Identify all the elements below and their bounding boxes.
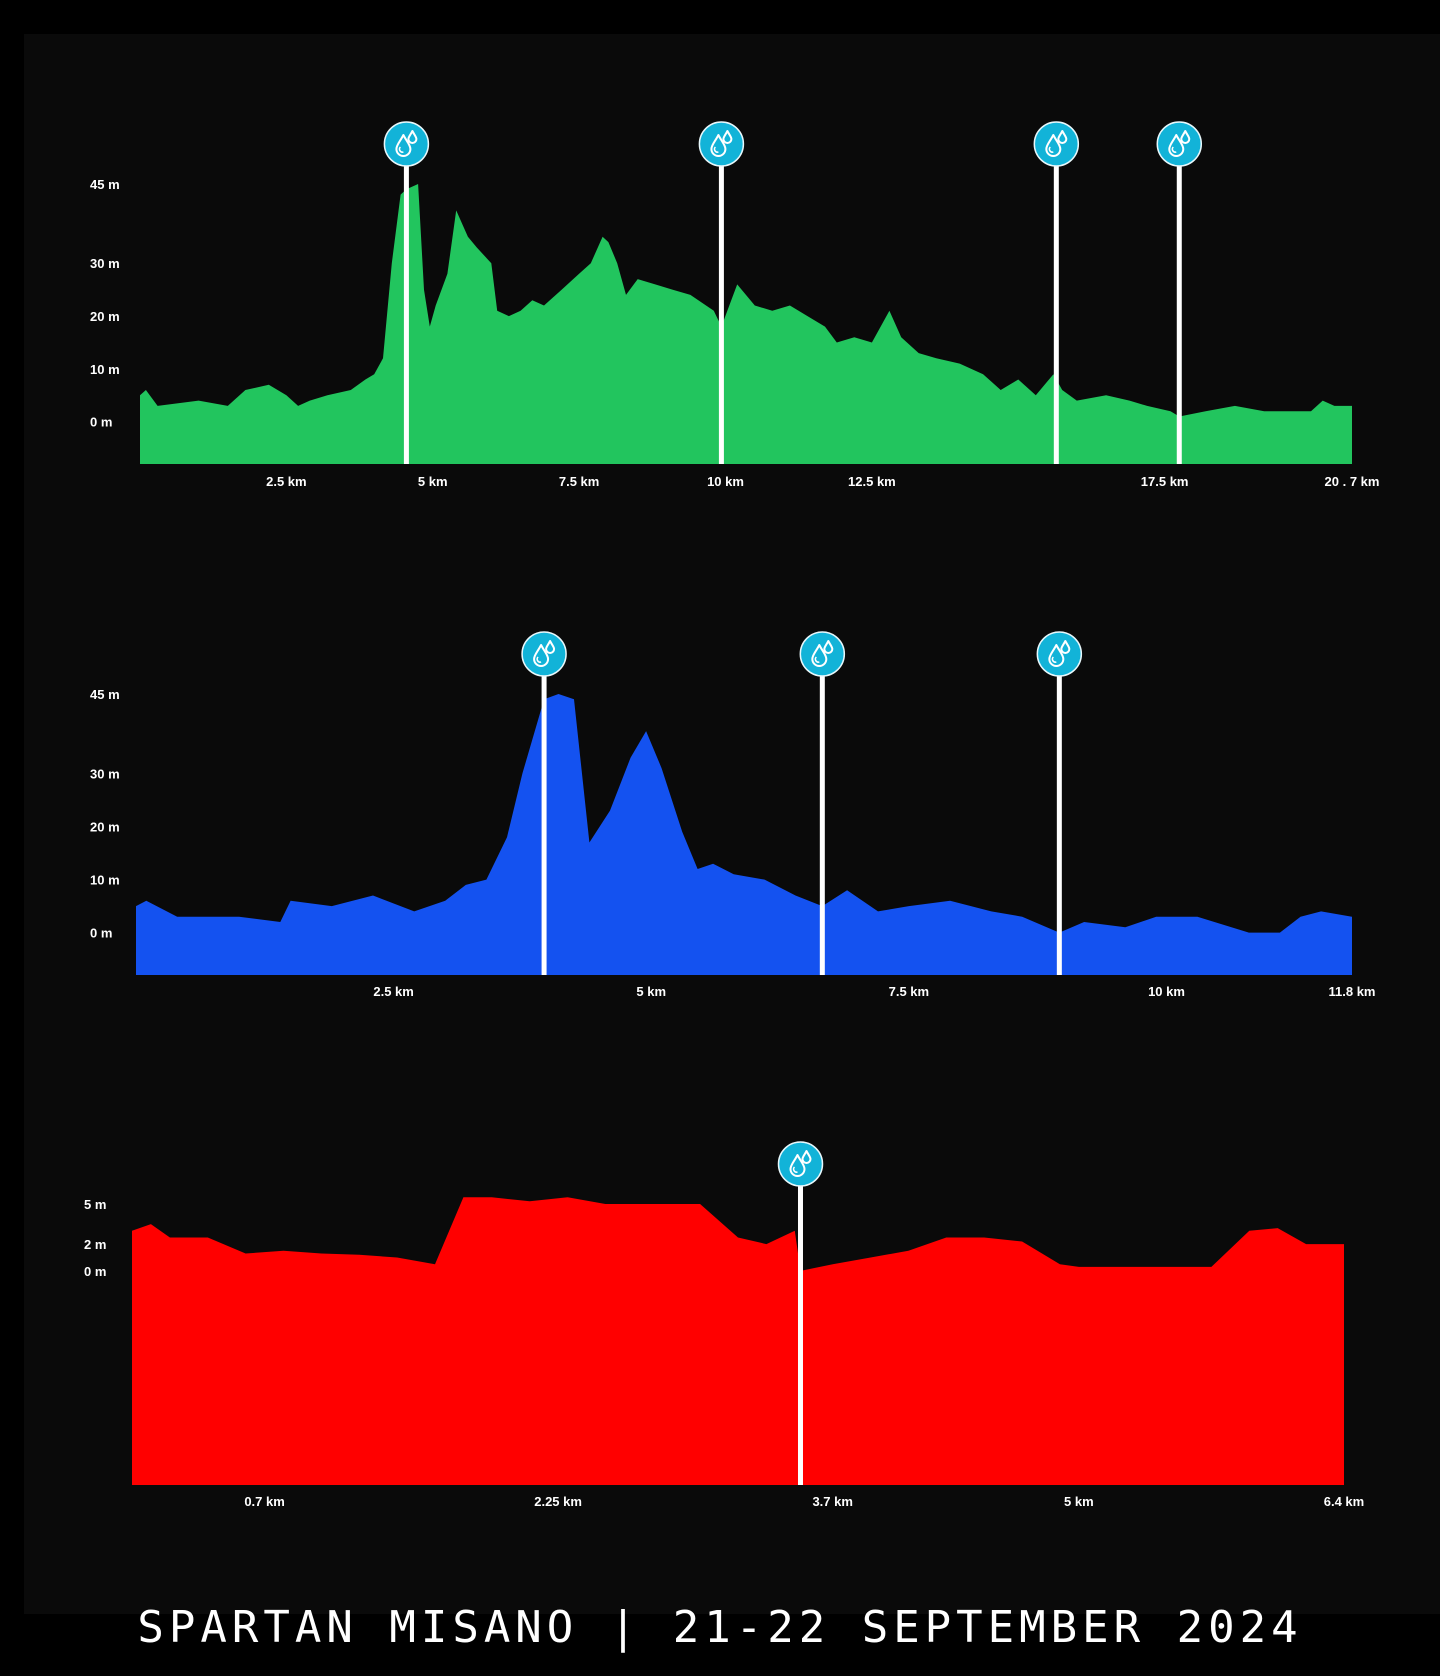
- y-tick-label: 45 m: [90, 177, 120, 192]
- x-tick-label: 20 . 7 km: [1325, 474, 1380, 489]
- x-tick-label: 5 km: [1064, 1494, 1094, 1509]
- water-station-marker: [1033, 121, 1080, 464]
- y-tick-label: 30 m: [90, 256, 120, 271]
- y-tick-label: 30 m: [90, 767, 120, 782]
- water-station-marker: [521, 631, 567, 975]
- water-station-marker: [777, 1141, 824, 1485]
- water-station-marker: [1156, 121, 1203, 464]
- water-drop-icon: [710, 130, 733, 157]
- x-tick-label: 0.7 km: [244, 1494, 284, 1509]
- elevation-chart-2: 45 m 30 m 20 m 10 m 0 m 2.5 km 5 km 7.5 km 10 km…: [90, 631, 1376, 999]
- y-tick-label: 45 m: [90, 687, 120, 702]
- y-tick-label: 0 m: [90, 415, 112, 430]
- x-tick-label: 10 km: [707, 474, 744, 489]
- elevation-area: [140, 184, 1352, 464]
- water-station-circle: [521, 631, 567, 677]
- water-station-marker: [799, 631, 846, 975]
- water-drop-icon: [395, 130, 418, 157]
- x-tick-label: 17.5 km: [1141, 474, 1189, 489]
- water-drop-icon: [1168, 130, 1191, 157]
- elevation-area: [136, 694, 1352, 975]
- water-drop-icon: [533, 640, 556, 667]
- water-station-circle: [1033, 121, 1080, 167]
- water-station-marker: [383, 121, 430, 464]
- water-drop-icon: [811, 640, 834, 667]
- y-tick-label: 10 m: [90, 873, 120, 888]
- water-station-circle: [698, 121, 745, 167]
- elevation-chart-3: 5 m 2 m 0 m 0.7 km 2.25 km 3.7 km 5 km 6.4 km: [84, 1141, 1364, 1509]
- y-tick-label: 10 m: [90, 362, 120, 377]
- water-station-circle: [1036, 631, 1083, 677]
- elevation-area: [132, 1197, 1344, 1485]
- x-tick-label: 2.25 km: [534, 1494, 582, 1509]
- water-station-marker: [698, 121, 745, 464]
- x-tick-label: 6.4 km: [1324, 1494, 1364, 1509]
- x-tick-label: 12.5 km: [848, 474, 896, 489]
- y-tick-label: 5 m: [84, 1197, 106, 1212]
- x-tick-label: 7.5 km: [889, 984, 929, 999]
- event-title: SPARTAN MISANO | 21-22 SEPTEMBER 2024: [137, 1602, 1303, 1653]
- water-station-circle: [1156, 121, 1203, 167]
- water-station-marker: [1036, 631, 1083, 975]
- y-tick-label: 20 m: [90, 309, 120, 324]
- x-tick-label: 2.5 km: [266, 474, 306, 489]
- y-tick-label: 0 m: [84, 1264, 106, 1279]
- y-tick-label: 2 m: [84, 1237, 106, 1252]
- x-tick-label: 5 km: [418, 474, 448, 489]
- x-tick-label: 2.5 km: [373, 984, 413, 999]
- water-station-circle: [799, 631, 846, 677]
- x-tick-label: 10 km: [1148, 984, 1185, 999]
- x-tick-label: 3.7 km: [812, 1494, 852, 1509]
- water-station-circle: [383, 121, 430, 167]
- water-station-circle: [777, 1141, 824, 1187]
- water-drop-icon: [1048, 640, 1071, 667]
- x-tick-label: 11.8 km: [1329, 984, 1376, 999]
- water-drop-icon: [1045, 130, 1068, 157]
- x-tick-label: 5 km: [636, 984, 666, 999]
- y-tick-label: 0 m: [90, 926, 112, 941]
- y-tick-label: 20 m: [90, 820, 120, 835]
- x-tick-label: 7.5 km: [559, 474, 599, 489]
- elevation-chart-1: 45 m 30 m 20 m 10 m 0 m 2.5 km 5 km 7.5 km 10 km…: [90, 121, 1380, 489]
- water-drop-icon: [789, 1150, 812, 1177]
